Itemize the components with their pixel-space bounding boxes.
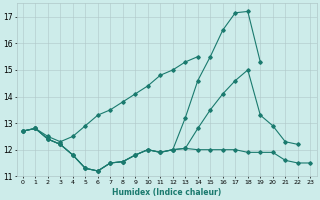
X-axis label: Humidex (Indice chaleur): Humidex (Indice chaleur) xyxy=(112,188,221,197)
